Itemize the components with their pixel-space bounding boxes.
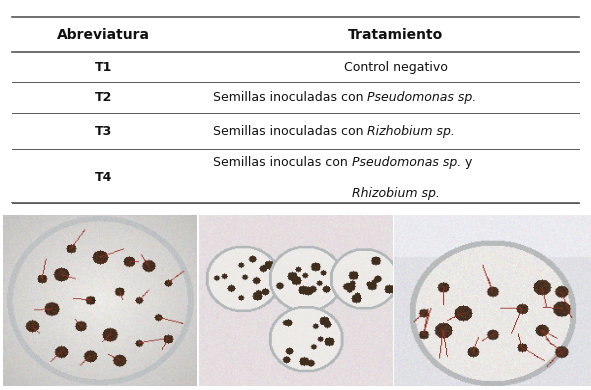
Text: Rhizobium sp.: Rhizobium sp. xyxy=(352,187,440,200)
Text: Semillas inoculas con: Semillas inoculas con xyxy=(213,156,352,169)
Text: y: y xyxy=(461,156,472,169)
Text: Abreviatura: Abreviatura xyxy=(57,28,150,42)
Text: Rizhobium sp.: Rizhobium sp. xyxy=(367,125,455,138)
Text: Control negativo: Control negativo xyxy=(344,60,448,74)
Text: Tratamiento: Tratamiento xyxy=(348,28,444,42)
Text: T4: T4 xyxy=(95,172,112,184)
Text: T3: T3 xyxy=(95,125,112,138)
Text: Pseudomonas sp.: Pseudomonas sp. xyxy=(367,91,476,104)
Text: Semillas inoculadas con: Semillas inoculadas con xyxy=(213,125,367,138)
Text: Pseudomonas sp.: Pseudomonas sp. xyxy=(352,156,461,169)
Text: Semillas inoculadas con: Semillas inoculadas con xyxy=(213,91,367,104)
Text: T1: T1 xyxy=(95,60,112,74)
Text: T2: T2 xyxy=(95,91,112,104)
